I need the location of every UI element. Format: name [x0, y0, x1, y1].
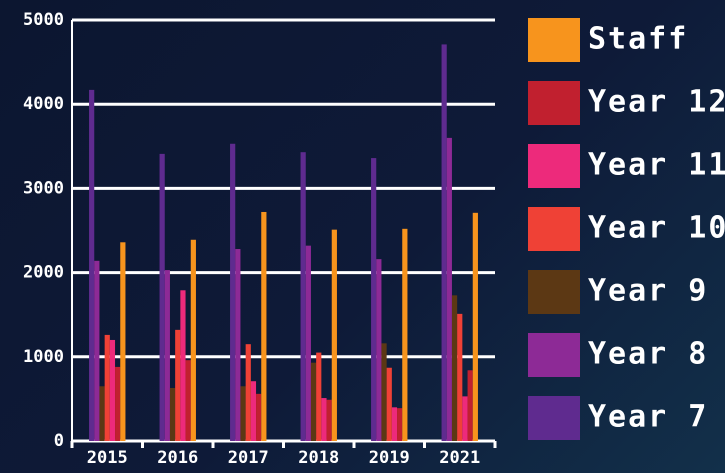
bar	[240, 386, 246, 441]
legend-swatch	[528, 81, 580, 125]
bar	[402, 228, 408, 441]
y-tick-label: 5000	[23, 10, 64, 30]
bar	[462, 396, 468, 441]
bar	[175, 329, 181, 441]
legend-swatch	[528, 207, 580, 251]
bar	[109, 339, 116, 441]
y-tick-label: 3000	[23, 178, 64, 198]
legend-swatch	[528, 396, 580, 440]
bar	[104, 334, 110, 441]
bar	[164, 270, 170, 441]
y-tick-label: 2000	[23, 263, 64, 283]
x-tick-label: 2017	[228, 448, 269, 468]
x-tick-label: 2019	[369, 448, 410, 468]
bar	[99, 386, 105, 441]
bar	[169, 387, 176, 441]
legend-label: Year 11	[588, 148, 725, 183]
bar	[467, 370, 473, 441]
bar	[230, 143, 236, 442]
bar	[446, 137, 452, 441]
bar	[89, 89, 95, 442]
bar	[371, 158, 377, 441]
y-tick-label: 0	[54, 431, 64, 451]
legend-label: Year 7	[588, 400, 708, 435]
bar	[305, 245, 311, 441]
bar	[159, 153, 165, 442]
bar	[381, 343, 387, 441]
bar	[451, 295, 458, 441]
bar	[261, 211, 267, 441]
bar	[256, 393, 262, 441]
bar	[300, 152, 306, 441]
x-tick-label: 2016	[157, 448, 198, 468]
bar	[115, 366, 121, 441]
bar	[120, 242, 126, 441]
bar	[331, 229, 337, 441]
y-tick-label: 4000	[23, 94, 64, 114]
x-tick-label: 2021	[439, 448, 480, 468]
legend-swatch	[528, 18, 580, 62]
bar	[457, 313, 463, 441]
bar	[472, 212, 478, 441]
legend-label: Year 12	[588, 85, 725, 120]
x-tick-label: 2015	[87, 448, 128, 468]
bar	[376, 259, 382, 441]
bar	[397, 408, 403, 441]
legend-label: Staff	[588, 22, 688, 57]
bar	[185, 360, 191, 441]
bar	[391, 407, 398, 441]
y-tick-label: 1000	[23, 347, 64, 367]
legend-label: Year 10	[588, 211, 725, 246]
bar	[245, 344, 251, 441]
bar	[321, 398, 327, 441]
bar	[326, 399, 332, 441]
legend-swatch	[528, 333, 580, 377]
x-tick-label: 2018	[298, 448, 339, 468]
bar	[386, 367, 392, 441]
bar	[94, 260, 100, 441]
bar	[180, 290, 186, 441]
bar	[316, 352, 322, 441]
bar	[250, 381, 257, 441]
legend-label: Year 9	[588, 274, 708, 309]
legend-label: Year 8	[588, 337, 708, 372]
bar	[310, 362, 317, 441]
legend-swatch	[528, 144, 580, 188]
bar	[190, 239, 196, 441]
legend-swatch	[528, 270, 580, 314]
bar	[441, 44, 447, 441]
bar	[235, 249, 241, 441]
